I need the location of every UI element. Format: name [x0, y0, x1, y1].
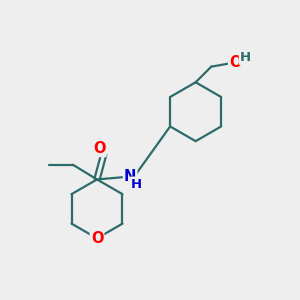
Text: H: H: [240, 51, 251, 64]
Text: O: O: [93, 141, 106, 156]
Text: O: O: [229, 55, 242, 70]
Text: O: O: [91, 231, 103, 246]
Text: H: H: [131, 178, 142, 190]
Text: N: N: [124, 169, 136, 184]
